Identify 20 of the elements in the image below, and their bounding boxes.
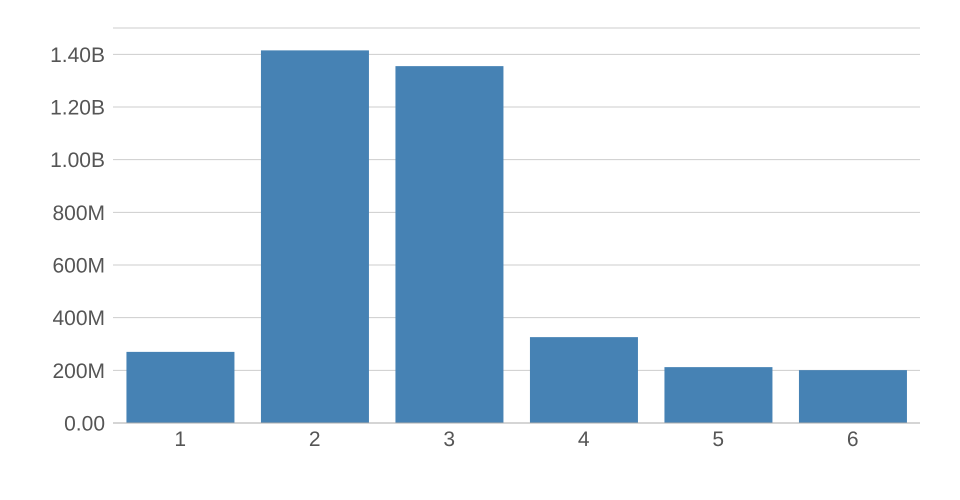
x-tick-label: 6 [846, 428, 859, 451]
bar [126, 352, 234, 423]
bar [530, 337, 638, 423]
y-tick-label: 1.00B [50, 149, 105, 172]
y-tick-label: 1.20B [50, 96, 105, 120]
y-tick-label: 200M [52, 360, 105, 383]
bar [395, 66, 504, 423]
y-tick-label: 400M [52, 307, 105, 330]
x-tick-label: 3 [443, 428, 456, 451]
y-tick-label: 800M [52, 202, 105, 225]
y-tick-label: 1.40B [50, 44, 105, 67]
bar [664, 367, 772, 423]
x-tick-label: 4 [578, 428, 590, 451]
x-tick-label: 5 [712, 428, 724, 451]
x-tick-label: 2 [308, 428, 321, 451]
bar [260, 50, 369, 423]
x-tick-label: 1 [174, 428, 186, 451]
y-tick-label: 0.00 [64, 412, 105, 436]
bar [798, 370, 907, 423]
y-tick-label: 600M [52, 254, 105, 278]
